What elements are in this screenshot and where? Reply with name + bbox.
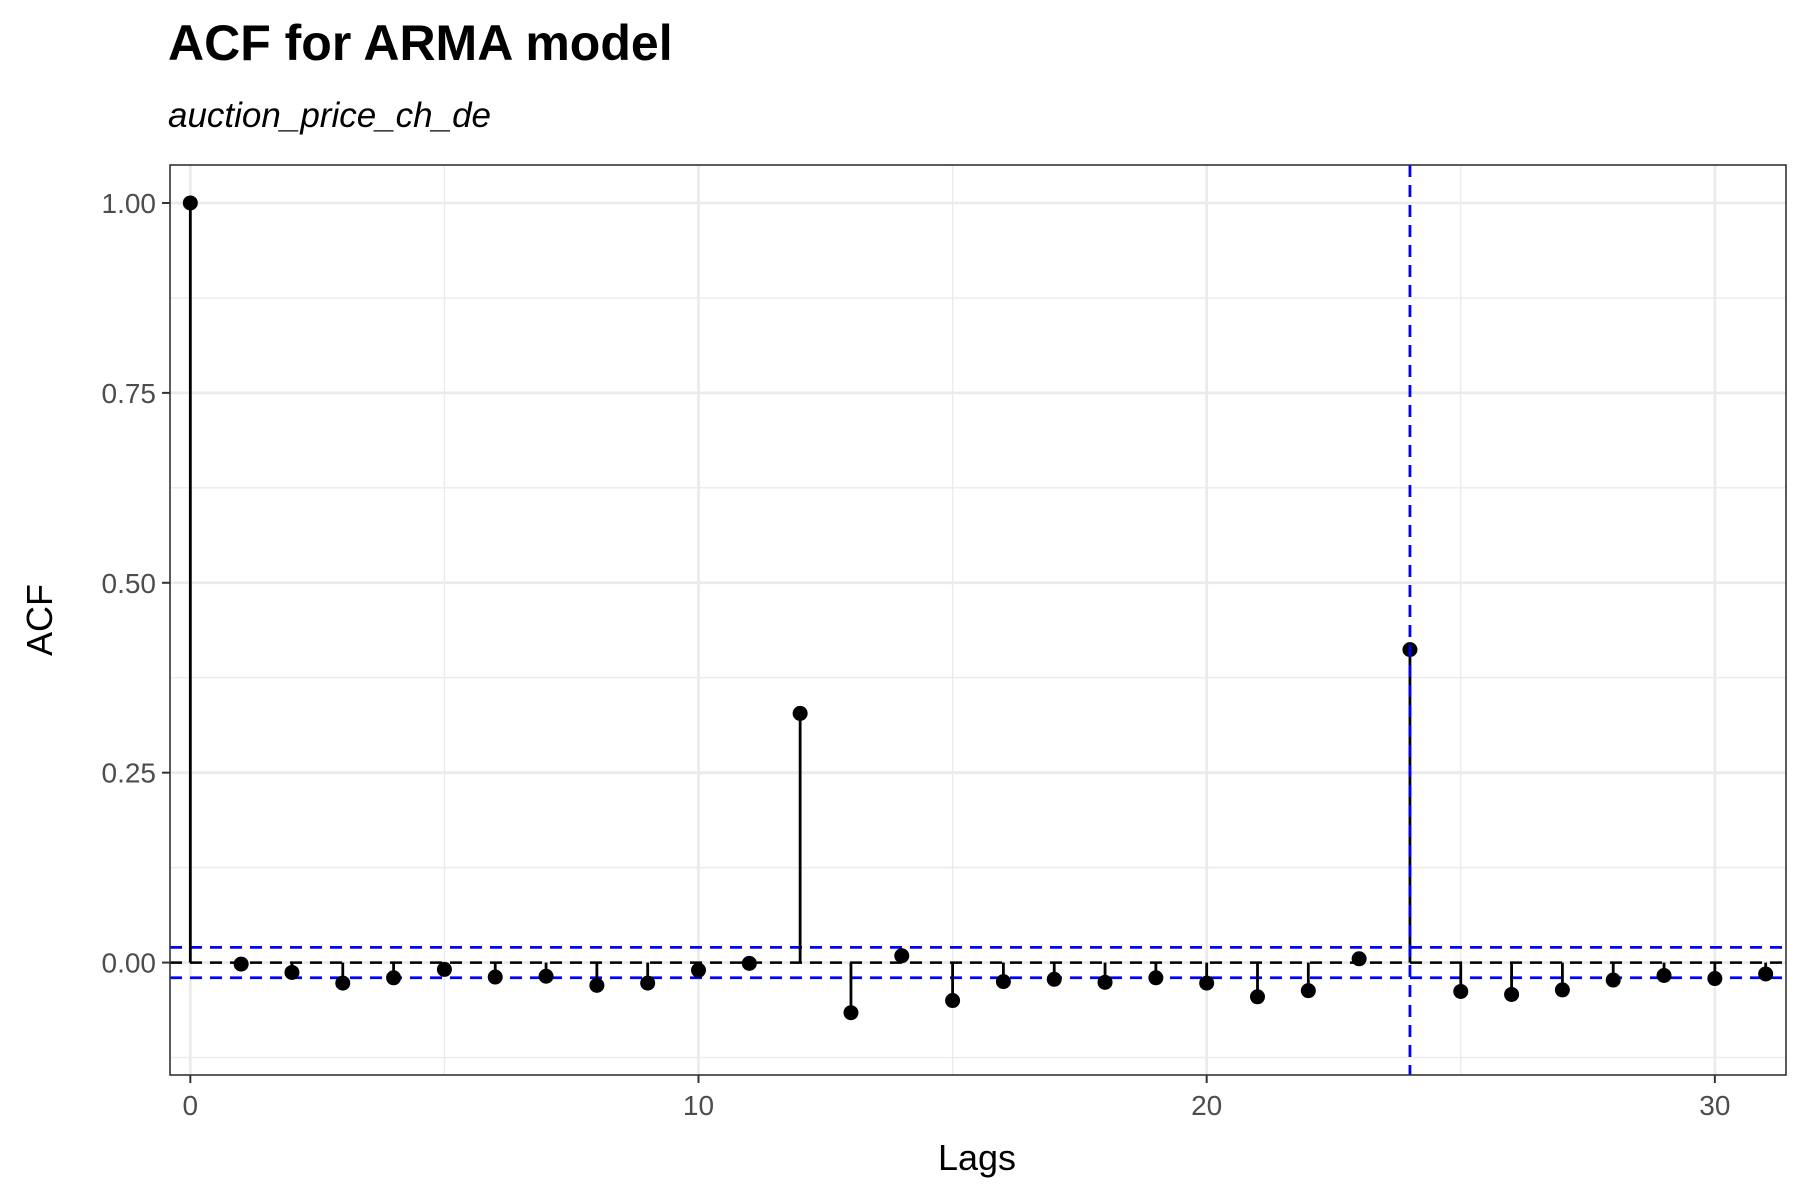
acf-point: [1554, 982, 1570, 998]
acf-point: [1605, 972, 1621, 988]
acf-point: [894, 948, 910, 964]
x-tick-label: 10: [683, 1090, 714, 1121]
acf-point: [233, 956, 249, 972]
grid-lines: [170, 165, 1786, 1075]
acf-point: [741, 955, 757, 971]
acf-point: [182, 195, 198, 211]
acf-point: [284, 964, 300, 980]
x-axis-title: Lags: [938, 1137, 1016, 1178]
acf-point: [589, 977, 605, 993]
acf-point: [945, 993, 961, 1009]
x-tick-label: 30: [1699, 1090, 1730, 1121]
x-tick-label: 20: [1191, 1090, 1222, 1121]
acf-point: [1199, 975, 1215, 991]
acf-point: [1148, 970, 1164, 986]
y-tick-label: 0.50: [102, 568, 157, 599]
acf-point: [335, 975, 351, 991]
acf-point: [1300, 983, 1316, 999]
acf-point: [792, 705, 808, 721]
acf-point: [1707, 971, 1723, 987]
acf-point: [1097, 974, 1113, 990]
chart-title: ACF for ARMA model: [168, 15, 673, 71]
y-tick-label: 0.75: [102, 378, 157, 409]
acf-point: [1656, 967, 1672, 983]
panel-background: [170, 165, 1786, 1075]
y-axis-title: ACF: [19, 584, 60, 656]
acf-point: [691, 962, 707, 978]
acf-point: [1453, 983, 1469, 999]
confidence-bound-lines: [170, 945, 1786, 980]
acf-point: [386, 970, 402, 986]
y-tick-label: 1.00: [102, 188, 157, 219]
acf-point: [640, 975, 656, 991]
acf-point: [995, 974, 1011, 990]
axes: 0.00 0.25 0.50 0.75 1.00 0 10 20 30: [102, 164, 1787, 1121]
panel-border: [169, 164, 1787, 1076]
x-tick-label: 0: [183, 1090, 199, 1121]
acf-point: [1046, 971, 1062, 987]
acf-point: [436, 961, 452, 977]
acf-point: [487, 969, 503, 985]
acf-point: [1351, 951, 1367, 967]
acf-point: [1504, 986, 1520, 1002]
chart-subtitle: auction_price_ch_de: [168, 96, 492, 135]
acf-points: [182, 195, 1774, 1021]
acf-point: [1758, 966, 1774, 982]
y-tick-label: 0.00: [102, 948, 157, 979]
y-tick-label: 0.25: [102, 758, 157, 789]
acf-point: [1249, 989, 1265, 1005]
acf-point: [843, 1005, 859, 1021]
acf-point: [538, 968, 554, 984]
